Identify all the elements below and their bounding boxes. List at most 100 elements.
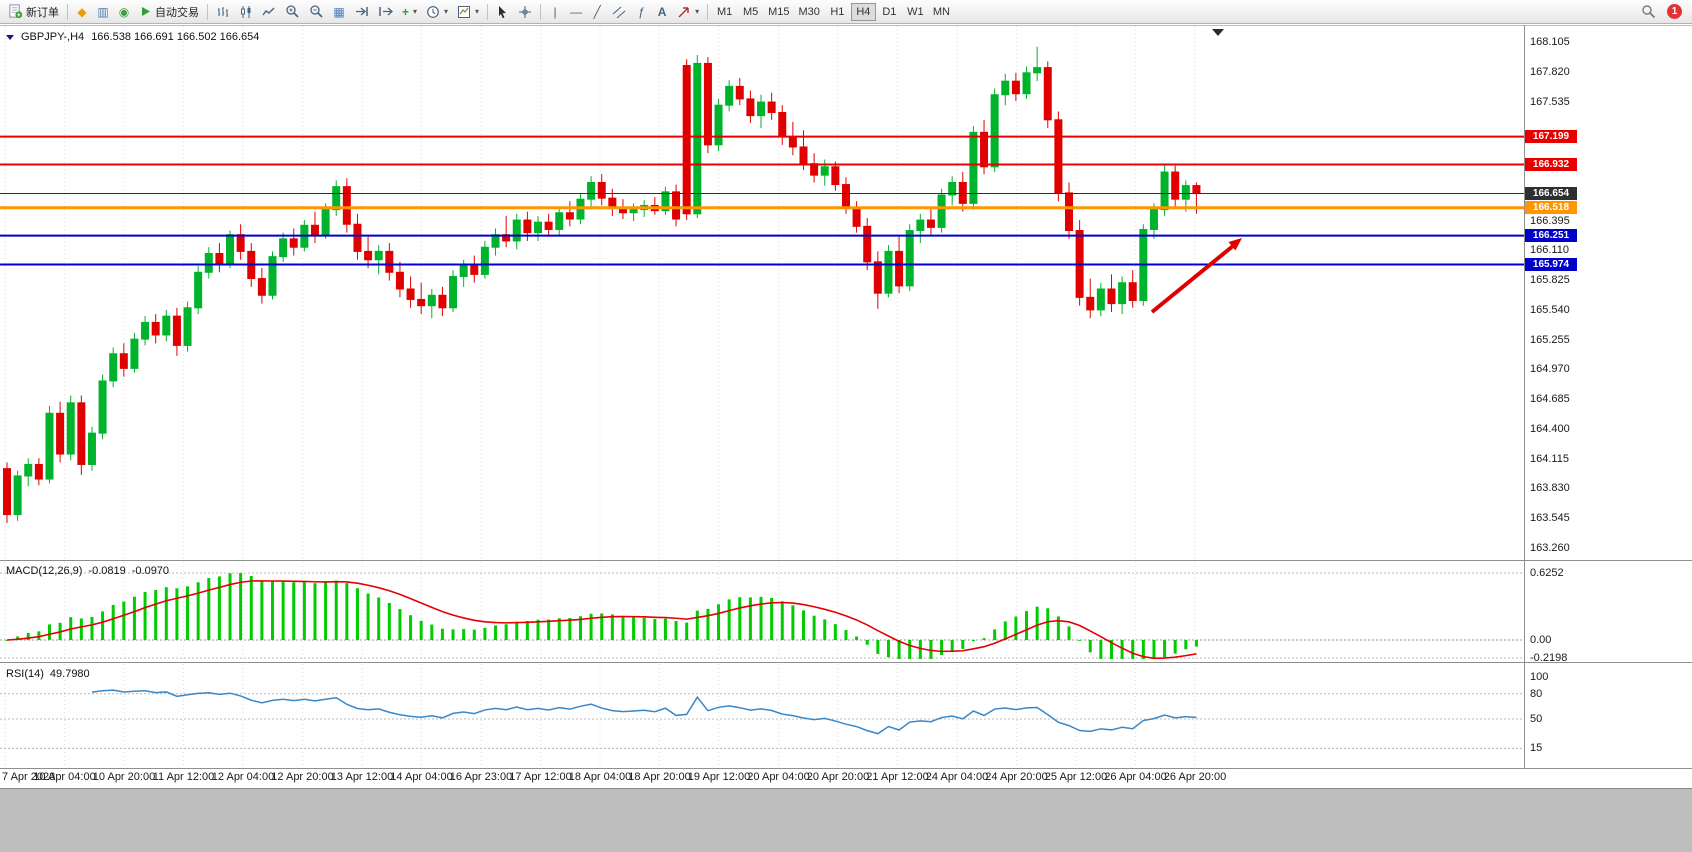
indicators-icon: + [402, 4, 410, 19]
candle-body [364, 250, 373, 261]
candle-body [77, 402, 86, 465]
candle-body [534, 221, 542, 234]
timeframe-h4[interactable]: H4 [850, 2, 876, 21]
macd-bar [175, 588, 179, 640]
macd-bar [271, 581, 274, 640]
trend-arrow-shaft [1150, 244, 1235, 314]
candle-body [735, 85, 744, 100]
time-axis-label: 13 Apr 12:00 [330, 771, 394, 783]
candle-body [661, 191, 670, 212]
terminal-icon: ◉ [118, 4, 130, 19]
bar-chart-button[interactable] [212, 2, 234, 22]
candle-body [353, 223, 362, 252]
candle-body [841, 184, 850, 209]
indicators-button[interactable]: + ▾ [398, 2, 421, 22]
text-button[interactable]: A [652, 2, 672, 22]
auto-scroll-button[interactable] [350, 2, 373, 22]
candle-body [226, 234, 235, 265]
charts-button[interactable]: ▥ [93, 2, 113, 22]
macd-bar [419, 620, 423, 640]
trend-arrow[interactable] [1150, 238, 1242, 314]
macd-signal-line [6, 580, 1197, 660]
candle-body [87, 432, 96, 465]
candle-body [820, 166, 829, 176]
tile-windows-button[interactable]: ▦ [329, 2, 349, 22]
price-tag: 166.932 [1525, 157, 1577, 171]
macd-bar [610, 614, 614, 640]
arrows-tool-button[interactable]: ▾ [673, 2, 703, 22]
candle-body [873, 261, 882, 294]
timeframe-w1[interactable]: W1 [903, 3, 928, 21]
macd-bar [1014, 616, 1018, 640]
macd-bar [292, 582, 296, 640]
macd-bar [217, 576, 221, 640]
vertical-line-button[interactable]: | [545, 2, 565, 22]
cursor-button[interactable] [492, 2, 513, 22]
macd-bar [440, 628, 444, 640]
zoom-in-button[interactable] [281, 2, 304, 22]
macd-bar [313, 583, 317, 640]
trendline-button[interactable]: ╱ [587, 2, 607, 22]
rsi-plot[interactable] [0, 664, 1692, 768]
timeframe-d1[interactable]: D1 [877, 3, 902, 21]
candle-body [1181, 185, 1190, 200]
candle-body [980, 131, 989, 168]
price-axis-label: 164.400 [1530, 422, 1570, 435]
macd-plot[interactable] [0, 562, 1692, 662]
candles-series [3, 46, 1201, 523]
periods-button[interactable]: ▾ [422, 2, 452, 22]
new-order-button[interactable]: 新订单 [4, 2, 63, 22]
macd-bar [918, 640, 922, 659]
candle-body [778, 111, 787, 138]
notification-badge[interactable]: 1 [1667, 4, 1682, 19]
quotes-button[interactable]: ◆ [72, 2, 92, 22]
candle-body [926, 219, 935, 228]
candle-body [565, 212, 574, 220]
macd-bar [366, 593, 370, 640]
macd-bar [483, 627, 487, 640]
line-chart-button[interactable] [258, 2, 280, 22]
macd-bar [748, 597, 752, 640]
fibonacci-button[interactable]: ƒ [631, 2, 651, 22]
macd-bar [780, 601, 784, 640]
chart-shift-button[interactable] [374, 2, 397, 22]
macd-bar [823, 619, 827, 640]
candle-body [289, 238, 298, 248]
candle-body [1033, 67, 1042, 74]
zoom-out-button[interactable] [305, 2, 328, 22]
timeframe-mn[interactable]: MN [929, 3, 954, 21]
candle-body [98, 380, 107, 434]
symbol-dropdown-triangle[interactable] [6, 34, 14, 40]
macd-bar [260, 580, 264, 640]
candle-body [268, 256, 277, 296]
candle-body [597, 181, 606, 199]
arrow-tool-icon [678, 6, 689, 17]
candlestick-chart-button[interactable] [235, 2, 257, 22]
channel-button[interactable] [608, 2, 630, 22]
timeframe-m15[interactable]: M15 [764, 3, 793, 21]
candle-body [151, 321, 160, 336]
macd-bar [717, 604, 721, 640]
template-icon [458, 5, 471, 18]
macd-bar [589, 613, 593, 640]
timeframe-m30[interactable]: M30 [794, 3, 823, 21]
autotrading-button[interactable]: 自动交易 [135, 2, 203, 22]
panel-divider[interactable] [0, 662, 1692, 663]
search-button[interactable] [1637, 2, 1660, 22]
macd-bar [504, 624, 508, 640]
toolbar-separator [67, 3, 68, 20]
candlestick-plot[interactable] [0, 26, 1692, 560]
terminal-button[interactable]: ◉ [114, 2, 134, 22]
horizontal-line-button[interactable]: — [566, 2, 586, 22]
panel-divider[interactable] [0, 560, 1692, 561]
toolbar-separator [707, 3, 709, 20]
timeframe-m1[interactable]: M1 [712, 3, 737, 21]
macd-bar [1099, 640, 1103, 659]
price-tag: 165.974 [1525, 257, 1577, 271]
crosshair-button[interactable] [514, 2, 536, 22]
macd-bar [1173, 640, 1177, 654]
timeframe-m5[interactable]: M5 [738, 3, 763, 21]
templates-button[interactable]: ▾ [453, 2, 483, 22]
macd-bar [472, 629, 476, 640]
timeframe-h1[interactable]: H1 [825, 3, 850, 21]
